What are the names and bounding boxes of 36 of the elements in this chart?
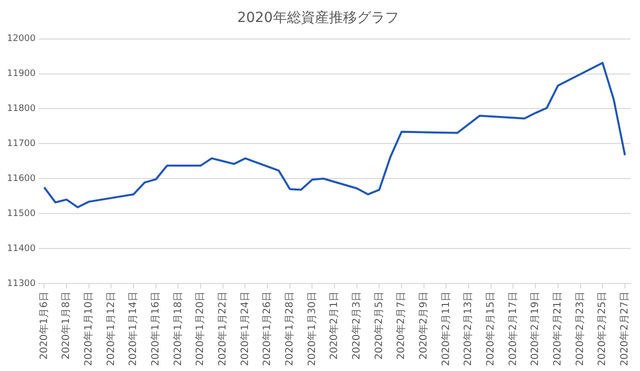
x-tick-label: 2020年2月11日 — [440, 291, 452, 366]
x-tick-label: 2020年2月27日 — [618, 291, 631, 366]
x-tick-label: 2020年1月26日 — [261, 291, 274, 366]
x-tick-label: 2020年2月15日 — [484, 291, 497, 366]
x-tick-label: 2020年2月3日 — [350, 291, 362, 360]
x-tick-label: 2020年2月19日 — [529, 291, 542, 366]
x-tick-label: 2020年2月13日 — [462, 291, 474, 366]
y-tick-label: 11900 — [6, 69, 36, 80]
x-tick-label: 2020年1月12日 — [104, 291, 117, 366]
x-tick-label: 2020年1月24日 — [238, 291, 251, 366]
x-tick-label: 2020年1月16日 — [149, 291, 162, 366]
y-tick-label: 11300 — [6, 278, 36, 289]
x-tick-label: 2020年1月6日 — [38, 291, 50, 360]
y-tick-label: 11700 — [6, 139, 36, 149]
x-tick-label: 2020年1月30日 — [306, 291, 318, 366]
y-tick-label: 11400 — [6, 244, 36, 254]
y-tick-label: 11800 — [6, 104, 36, 114]
x-tick-label: 2020年2月21日 — [552, 291, 564, 366]
x-tick-label: 2020年2月1日 — [328, 291, 340, 360]
x-tick-label: 2020年2月9日 — [418, 291, 430, 360]
x-tick-label: 2020年2月5日 — [372, 291, 385, 360]
y-tick-label: 11600 — [6, 174, 36, 184]
x-tick-label: 2020年2月23日 — [574, 291, 586, 366]
x-tick-label: 2020年1月28日 — [283, 291, 296, 366]
x-tick-label: 2020年1月8日 — [60, 291, 72, 360]
chart-title: 2020年総資産推移グラフ — [237, 10, 399, 26]
x-tick-label: 2020年2月17日 — [506, 291, 519, 366]
x-tick-label: 2020年1月14日 — [127, 291, 140, 366]
x-tick-label: 2020年1月22日 — [216, 291, 228, 366]
x-tick-label: 2020年1月10日 — [82, 291, 94, 366]
y-tick-label: 11500 — [6, 208, 36, 219]
x-tick-label: 2020年2月7日 — [395, 291, 408, 360]
y-tick-label: 12000 — [6, 34, 36, 44]
x-tick-label: 2020年2月25日 — [596, 291, 608, 366]
x-tick-label: 2020年1月20日 — [194, 291, 206, 366]
x-tick-label: 2020年1月18日 — [172, 291, 184, 366]
